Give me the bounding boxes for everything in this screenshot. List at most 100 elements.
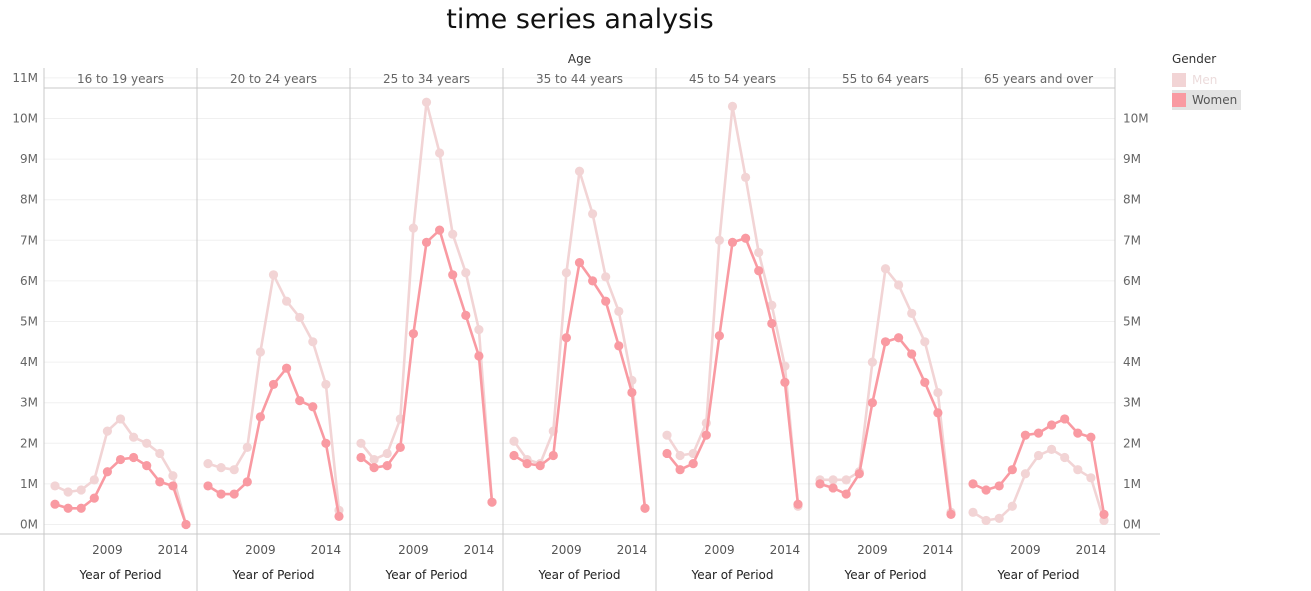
- y-tick-label-right: 5M: [1123, 315, 1141, 329]
- panel-header: 65 years and over: [984, 72, 1093, 86]
- data-point-women: [181, 519, 191, 530]
- data-point-women: [894, 333, 904, 343]
- legend-item-men[interactable]: Men: [1172, 70, 1241, 90]
- legend-swatch: [1172, 93, 1186, 107]
- panel-header: 55 to 64 years: [842, 72, 929, 86]
- y-tick-label-left: 2M: [20, 436, 38, 450]
- data-point-women: [662, 448, 672, 459]
- data-point-women: [841, 489, 851, 499]
- x-tick-label: 2014: [311, 543, 342, 557]
- data-point-women: [435, 225, 445, 235]
- data-point-women: [129, 452, 139, 463]
- series-line-women: [207, 366, 341, 517]
- data-point-men: [968, 507, 978, 517]
- data-point-women: [216, 489, 226, 499]
- data-point-men: [474, 325, 484, 335]
- data-point-women: [76, 503, 86, 513]
- x-axis-label: Year of Period: [231, 568, 314, 582]
- x-tick-label: 2014: [158, 543, 189, 557]
- data-point-women: [793, 499, 803, 509]
- data-point-men: [115, 414, 126, 424]
- data-point-women: [1099, 509, 1109, 519]
- x-axis-label: Year of Period: [78, 568, 161, 582]
- data-point-men: [675, 450, 685, 461]
- data-point-men: [1007, 501, 1017, 511]
- data-point-women: [89, 493, 99, 503]
- data-point-men: [89, 475, 99, 485]
- x-tick-label: 2014: [923, 543, 954, 557]
- data-point-women: [548, 450, 558, 461]
- data-point-women: [509, 450, 519, 461]
- data-point-men: [994, 513, 1004, 524]
- data-point-men: [933, 387, 943, 398]
- series-line-men: [207, 273, 341, 511]
- data-point-women: [142, 461, 152, 471]
- panel-header: 45 to 54 years: [689, 72, 776, 86]
- data-point-men: [295, 312, 305, 323]
- y-tick-label-left: 7M: [20, 233, 38, 247]
- legend-swatch: [1172, 73, 1186, 87]
- data-point-women: [754, 266, 764, 276]
- legend-item-women[interactable]: Women: [1172, 90, 1242, 110]
- x-tick-label: 2014: [770, 543, 801, 557]
- data-point-men: [435, 148, 445, 158]
- data-point-men: [216, 463, 226, 473]
- data-point-women: [574, 258, 585, 268]
- panel-header: 35 to 44 years: [536, 72, 623, 86]
- data-point-men: [142, 438, 152, 448]
- data-point-women: [1086, 432, 1096, 442]
- data-point-men: [102, 426, 112, 436]
- x-tick-label: 2014: [617, 543, 648, 557]
- y-tick-label-right: 3M: [1123, 396, 1141, 410]
- x-axis-label: Year of Period: [384, 568, 467, 582]
- data-point-women: [408, 329, 418, 339]
- y-tick-label-right: 7M: [1123, 233, 1141, 247]
- data-point-men: [509, 436, 519, 446]
- data-point-men: [268, 270, 279, 280]
- data-point-men: [421, 97, 432, 107]
- data-point-women: [50, 499, 60, 509]
- x-tick-label: 2009: [857, 543, 888, 557]
- data-point-women: [1047, 420, 1057, 430]
- data-point-women: [561, 333, 572, 343]
- data-point-women: [461, 310, 471, 321]
- data-point-women: [880, 337, 891, 347]
- data-point-women: [907, 349, 917, 359]
- data-point-men: [356, 438, 366, 448]
- series-line-men: [820, 267, 953, 513]
- y-tick-label-right: 10M: [1123, 112, 1149, 126]
- data-point-women: [115, 454, 126, 465]
- data-point-men: [1033, 450, 1044, 461]
- x-axis-label: Year of Period: [996, 568, 1079, 582]
- data-point-women: [714, 331, 725, 341]
- data-point-women: [767, 318, 777, 329]
- y-tick-label-left: 6M: [20, 274, 38, 288]
- data-point-women: [382, 461, 392, 471]
- data-point-women: [229, 489, 239, 499]
- data-point-men: [129, 432, 139, 442]
- data-point-women: [421, 237, 432, 247]
- data-point-men: [242, 442, 252, 452]
- data-point-men: [588, 209, 598, 219]
- data-point-men: [714, 235, 725, 245]
- x-axis-label: Year of Period: [843, 568, 926, 582]
- data-point-women: [102, 467, 112, 477]
- y-tick-label-right: 4M: [1123, 355, 1141, 369]
- data-point-women: [242, 477, 252, 487]
- data-point-men: [1020, 469, 1030, 479]
- y-tick-label-left: 11M: [12, 71, 38, 85]
- legend-label: Women: [1192, 93, 1238, 107]
- series-line-women: [665, 237, 800, 505]
- series-line-women: [513, 261, 647, 509]
- y-tick-label-right: 1M: [1123, 477, 1141, 491]
- data-point-men: [1073, 465, 1083, 475]
- data-point-women: [741, 233, 751, 243]
- data-point-women: [867, 398, 878, 408]
- data-point-women: [640, 503, 650, 513]
- data-point-women: [933, 408, 943, 418]
- data-point-men: [574, 166, 585, 176]
- x-tick-label: 2014: [464, 543, 495, 557]
- data-point-women: [295, 396, 305, 406]
- x-axis-label: Year of Period: [690, 568, 773, 582]
- data-point-men: [1060, 452, 1070, 463]
